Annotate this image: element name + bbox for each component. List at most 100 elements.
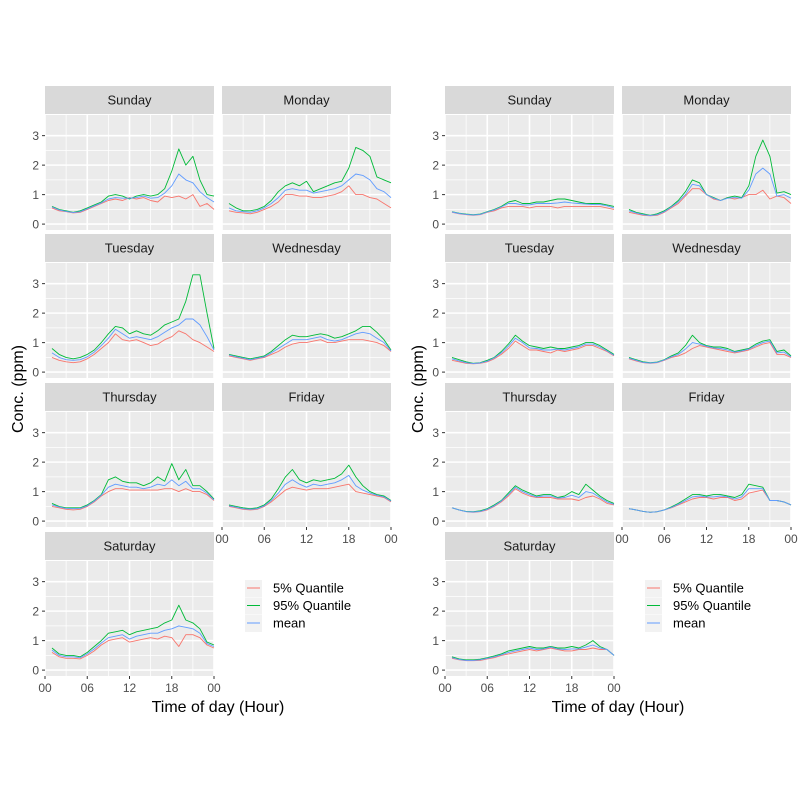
y-tick-label: 1 [32, 634, 39, 648]
x-tick-label: 06 [658, 532, 672, 546]
y-axis-title: Conc. (ppm) [10, 345, 27, 433]
facet-panel-thursday: Thursday 0 1 2 3 [32, 383, 215, 529]
x-tick-label: 00 [438, 681, 452, 695]
series-line-95-quantile [228, 464, 392, 510]
facet-strip-label: Wednesday [672, 241, 741, 256]
y-tick-label: 2 [432, 456, 439, 470]
legend-label: 95% Quantile [673, 598, 751, 613]
facet-strip [622, 383, 791, 411]
facet-panel-sunday: Sunday 0 1 2 3 [32, 86, 215, 232]
plot-right: Sunday0123MondayTuesday0123WednesdayThur… [410, 86, 798, 716]
series-line-mean [51, 625, 215, 659]
facet-strip [445, 532, 614, 560]
x-tick-label: 18 [342, 532, 356, 546]
legend-label: 5% Quantile [673, 581, 744, 596]
legend-label: 95% Quantile [273, 598, 351, 613]
y-tick-label: 3 [32, 277, 39, 291]
legend-label: 5% Quantile [273, 581, 344, 596]
facet-strip-label: Sunday [107, 93, 152, 108]
x-tick-label: 12 [523, 681, 537, 695]
x-tick-label: 12 [123, 681, 137, 695]
facet-panel-sunday: Sunday 0 1 2 3 [432, 86, 615, 232]
y-tick-label: 2 [432, 307, 439, 321]
legend-label: mean [273, 616, 306, 631]
y-tick-label: 1 [432, 336, 439, 350]
series-line-95-quantile [51, 604, 215, 658]
series-line-mean [228, 173, 392, 213]
facet-panel-tuesday: Tuesday 0 1 2 3 [432, 234, 615, 380]
series-line-mean [51, 479, 215, 510]
x-tick-label: 18 [565, 681, 579, 695]
series-line-mean [628, 488, 792, 513]
y-tick-label: 0 [32, 664, 39, 678]
facet-strip-label: Tuesday [105, 241, 155, 256]
series-line-95-quantile [51, 274, 215, 360]
legend: 5% Quantile 95% Quantile mean [245, 580, 351, 632]
series-line-5-quantile [228, 483, 392, 511]
y-tick-label: 3 [32, 426, 39, 440]
x-axis-title: Time of day (Hour) [152, 699, 285, 716]
y-tick-label: 3 [432, 277, 439, 291]
y-tick-label: 1 [432, 188, 439, 202]
series-line-mean [228, 474, 392, 510]
y-tick-label: 3 [32, 575, 39, 589]
x-axis-title: Time of day (Hour) [552, 699, 685, 716]
y-tick-label: 0 [32, 218, 39, 232]
y-tick-label: 3 [32, 129, 39, 143]
facet-panel-wednesday: Wednesday [221, 234, 392, 378]
x-tick-label: 12 [700, 532, 714, 546]
y-tick-label: 2 [32, 159, 39, 173]
series-line-mean [228, 331, 392, 361]
x-tick-label: 06 [258, 532, 272, 546]
facet-strip [622, 234, 791, 262]
series-line-5-quantile [228, 339, 392, 361]
y-tick-label: 2 [32, 605, 39, 619]
y-tick-label: 0 [32, 366, 39, 380]
facet-panel-wednesday: Wednesday [621, 234, 792, 378]
series-line-95-quantile [451, 483, 615, 513]
facet-strip [45, 532, 214, 560]
series-line-mean [51, 318, 215, 361]
x-tick-label: 18 [742, 532, 756, 546]
series-line-95-quantile [51, 463, 215, 509]
facet-strip-label: Thursday [102, 390, 157, 405]
facet-strip [45, 234, 214, 262]
facet-strip-label: Tuesday [505, 241, 555, 256]
facet-strip-label: Friday [688, 390, 725, 405]
y-axis-title: Conc. (ppm) [410, 345, 427, 433]
y-tick-label: 3 [432, 575, 439, 589]
series-line-95-quantile [228, 325, 392, 360]
x-tick-label: 00 [207, 681, 221, 695]
series-line-mean [451, 486, 615, 513]
facet-strip-label: Monday [283, 93, 330, 108]
x-tick-label: 06 [481, 681, 495, 695]
series-line-mean [51, 173, 215, 214]
facet-strip-label: Wednesday [272, 241, 341, 256]
y-tick-label: 1 [432, 485, 439, 499]
x-tick-label: 00 [784, 532, 798, 546]
series-line-mean [451, 644, 615, 661]
y-tick-label: 2 [432, 605, 439, 619]
facet-panel-tuesday: Tuesday 0 1 2 3 [32, 234, 215, 380]
y-tick-label: 1 [432, 634, 439, 648]
facet-strip [222, 234, 391, 262]
facet-panel-monday: Monday [221, 86, 392, 230]
facet-strip-label: Thursday [502, 390, 557, 405]
facet-panel-monday: Monday [621, 86, 792, 230]
y-tick-label: 2 [32, 456, 39, 470]
y-tick-label: 1 [32, 188, 39, 202]
series-line-5-quantile [228, 185, 392, 215]
x-tick-label: 00 [607, 681, 621, 695]
facet-strip-label: Monday [683, 93, 730, 108]
y-tick-label: 1 [32, 336, 39, 350]
y-tick-label: 0 [32, 515, 39, 529]
series-line-95-quantile [228, 146, 392, 212]
x-tick-label: 12 [300, 532, 314, 546]
facet-panel-friday: Friday 00 06 12 18 00 [215, 383, 398, 546]
series-line-mean [628, 167, 792, 217]
y-tick-label: 2 [432, 159, 439, 173]
y-tick-label: 0 [432, 366, 439, 380]
y-tick-label: 0 [432, 218, 439, 232]
facet-strip [445, 383, 614, 411]
